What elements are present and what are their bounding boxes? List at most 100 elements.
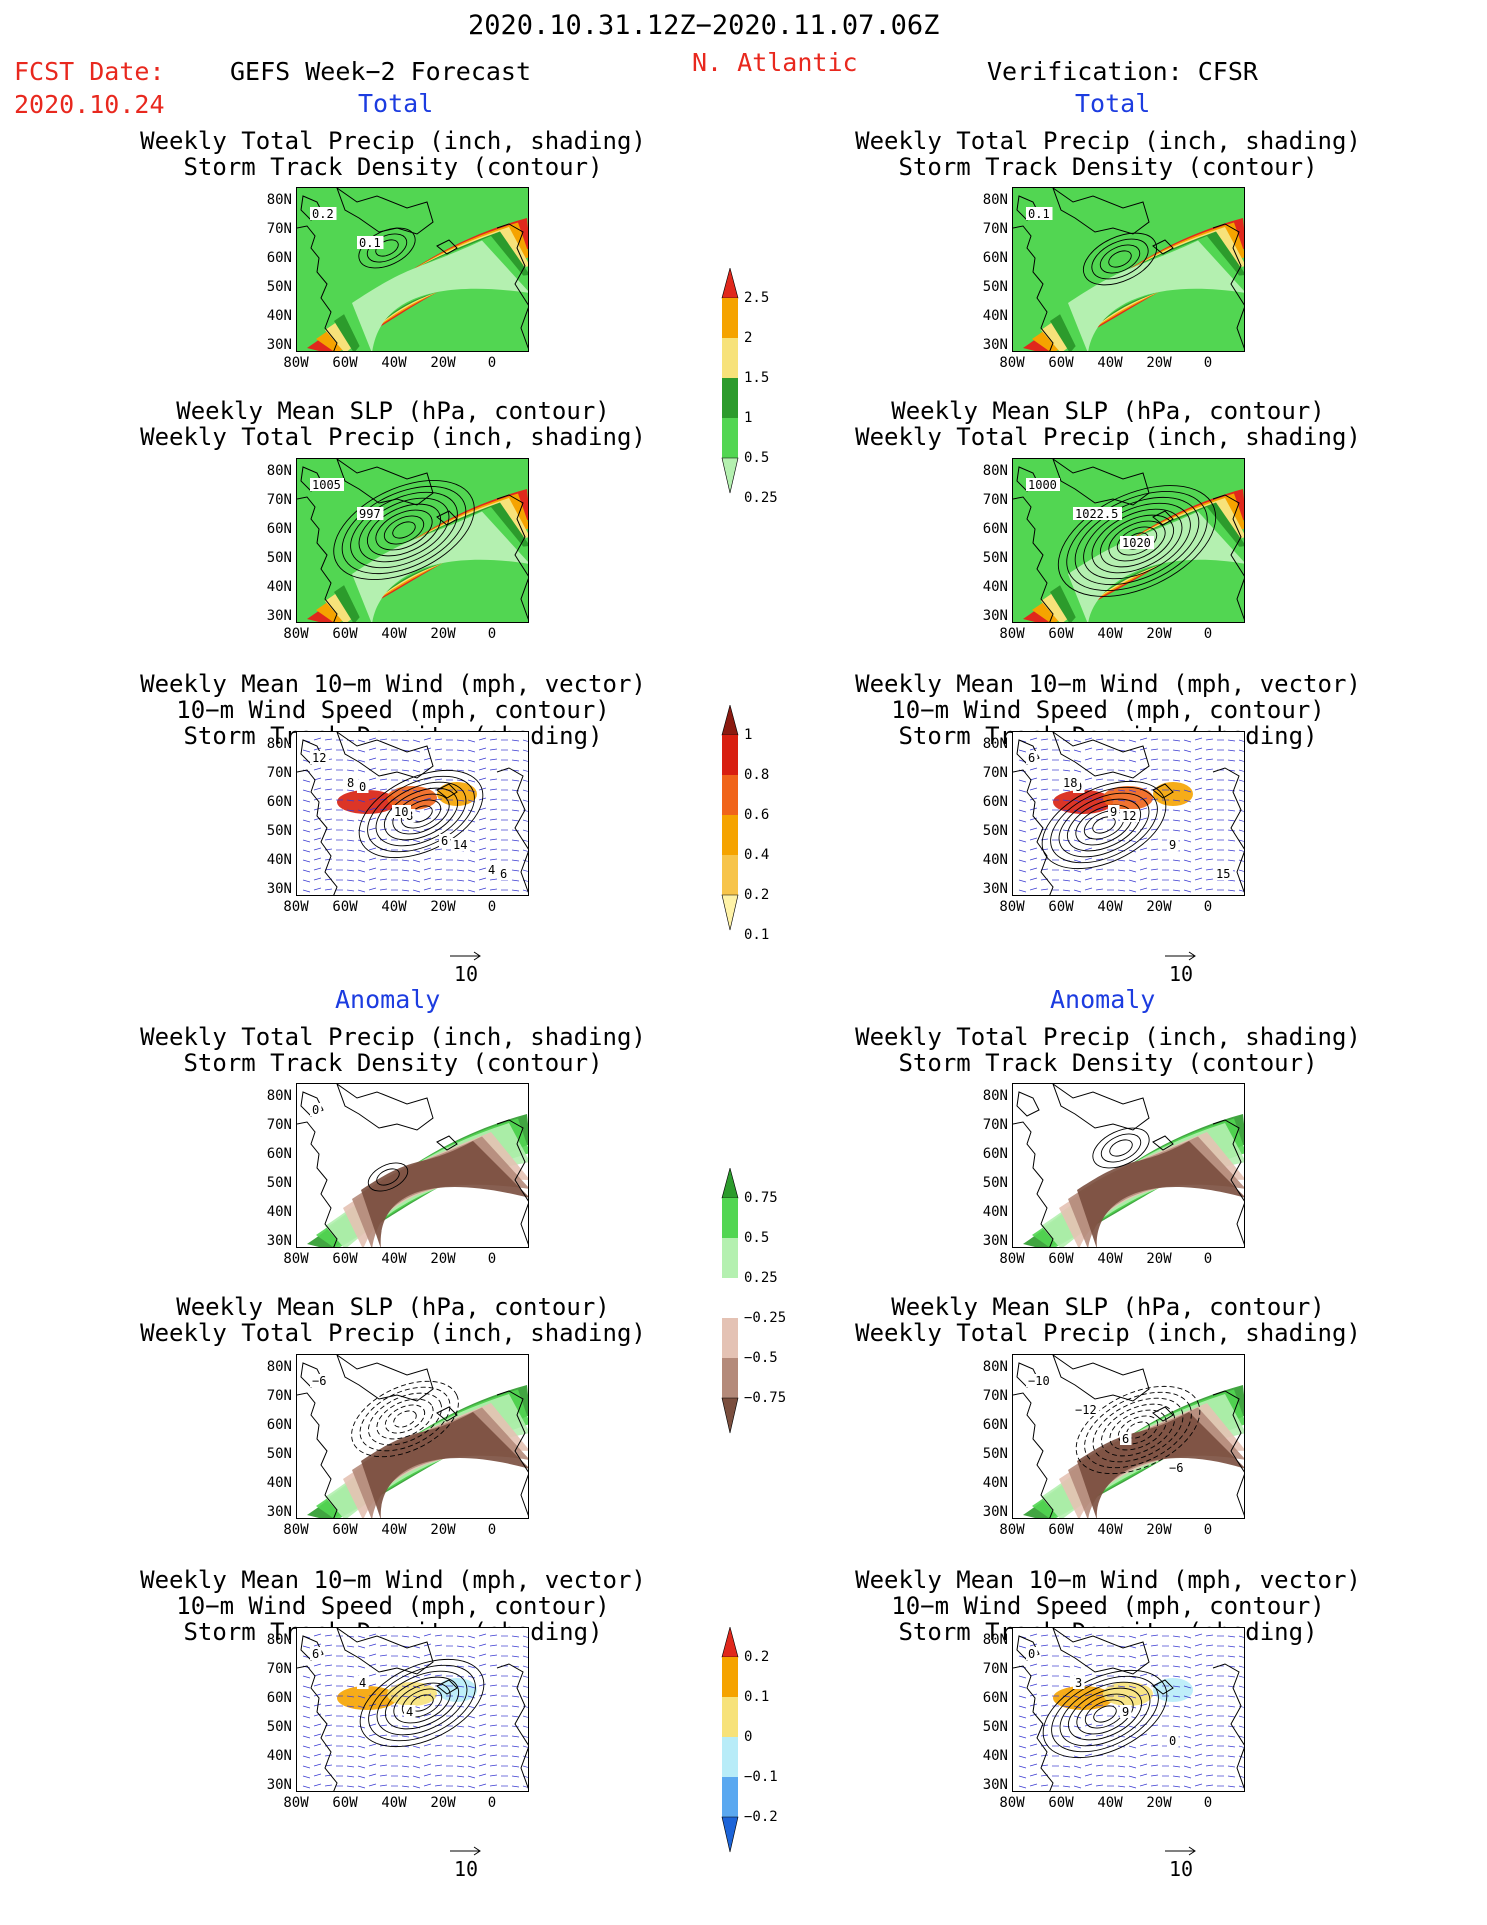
- section-total-left: Total: [358, 89, 434, 118]
- lat-tick-label: 50N: [982, 1446, 1008, 1462]
- section-anomaly-right: Anomaly: [1050, 985, 1156, 1014]
- lon-tick-label: 60W: [1048, 355, 1074, 371]
- contour-labels: 6912915189: [1026, 751, 1233, 881]
- lon-tick-label: 0: [487, 1251, 497, 1267]
- colorbar-track-anom: [721, 1627, 739, 1853]
- contour-label: 0: [1169, 1734, 1176, 1748]
- lon-tick-label: 20W: [1146, 1522, 1172, 1538]
- precip-shading: [1023, 218, 1244, 351]
- lat-tick-label: 50N: [982, 279, 1008, 295]
- lon-tick-label: 0: [1203, 1522, 1213, 1538]
- contour-lines: [1092, 1127, 1150, 1169]
- contour-label-box: [404, 1705, 416, 1718]
- lon-tick-label: 60W: [332, 1795, 358, 1811]
- lon-tick-label: 80W: [999, 1795, 1025, 1811]
- cfsr-slp-precip-anomaly-map: −10 −12 6 −6: [1012, 1354, 1245, 1519]
- contour-lines: [367, 1162, 409, 1192]
- lat-tick-label: 70N: [266, 765, 292, 781]
- lon-tick-label: 40W: [1097, 1522, 1123, 1538]
- contour-label: 6: [500, 867, 507, 881]
- contour-label: −6: [312, 1374, 326, 1388]
- contour-label-box: [310, 478, 344, 491]
- contour-label: 0: [359, 780, 366, 794]
- colorbar-tick-label: 2.5: [744, 290, 770, 306]
- contour-label-box: [1073, 1403, 1100, 1416]
- lat-tick-label: 60N: [266, 521, 292, 537]
- lon-tick-label: 40W: [381, 1795, 407, 1811]
- lat-tick-label: 50N: [982, 1719, 1008, 1735]
- date-range: 2020.10.31.12Z−2020.11.07.06Z: [468, 10, 940, 41]
- colorbar-track: [721, 705, 739, 931]
- cfsr-precip-track-anomaly-map: [1012, 1083, 1245, 1248]
- panel-title: Weekly Total Precip (inch, shading) Storm…: [855, 1023, 1361, 1077]
- lat-tick-label: 30N: [266, 881, 292, 897]
- lat-tick-label: 70N: [982, 492, 1008, 508]
- lon-tick-label: 20W: [1146, 899, 1172, 915]
- lat-tick-label: 30N: [982, 1777, 1008, 1793]
- lon-tick-label: 20W: [430, 1795, 456, 1811]
- forecast-title: GEFS Week−2 Forecast: [230, 57, 532, 86]
- lon-tick-label: 80W: [283, 355, 309, 371]
- contour-labels: 1000 1022.5 1020: [1026, 478, 1154, 550]
- lon-tick-label: 40W: [381, 626, 407, 642]
- panel-title: Weekly Mean SLP (hPa, contour) Weekly Tot…: [855, 1293, 1361, 1347]
- lat-tick-label: 70N: [266, 1388, 292, 1404]
- verification-title: Verification: CFSR: [987, 57, 1258, 86]
- colorbar-tick-label: 0.8: [744, 767, 770, 783]
- colorbar-precip: [721, 268, 739, 494]
- colorbar-tick-label: −0.1: [744, 1769, 778, 1785]
- panel-title: Weekly Mean SLP (hPa, contour) Weekly Tot…: [855, 397, 1361, 451]
- colorbar-tick-label: −0.5: [744, 1350, 778, 1366]
- contour-label: 4: [488, 863, 495, 877]
- gefs-wind-track-anomaly-map: 6 4 4: [296, 1627, 529, 1792]
- coastline: [297, 459, 528, 622]
- lat-tick-label: 80N: [982, 1632, 1008, 1648]
- lat-tick-label: 70N: [266, 1661, 292, 1677]
- lon-tick-label: 0: [1203, 626, 1213, 642]
- lon-tick-label: 60W: [1048, 899, 1074, 915]
- lon-tick-label: 40W: [1097, 626, 1123, 642]
- lat-tick-label: 50N: [982, 1175, 1008, 1191]
- lat-tick-label: 60N: [982, 794, 1008, 810]
- lat-tick-label: 70N: [266, 1117, 292, 1133]
- lon-tick-label: 0: [487, 1795, 497, 1811]
- lon-tick-label: 40W: [1097, 1251, 1123, 1267]
- coastline: [297, 1355, 528, 1518]
- colorbar-tick-label: 0.2: [744, 1649, 770, 1665]
- contour-label-box: [357, 236, 384, 249]
- lat-tick-label: 40N: [982, 308, 1008, 324]
- contour-label: 14: [453, 838, 467, 852]
- contour-label-box: [392, 805, 411, 818]
- contour-label-box: [1026, 751, 1038, 764]
- fcst-date: 2020.10.24: [14, 90, 165, 119]
- lat-tick-label: 60N: [266, 1417, 292, 1433]
- lat-tick-label: 30N: [982, 881, 1008, 897]
- contour-label-box: [486, 863, 498, 876]
- fcst-label: FCST Date:: [14, 57, 165, 86]
- lon-tick-label: 20W: [430, 355, 456, 371]
- lat-tick-label: 80N: [266, 1359, 292, 1375]
- lon-tick-label: 80W: [283, 1795, 309, 1811]
- lon-tick-label: 80W: [999, 355, 1025, 371]
- lat-tick-label: 30N: [266, 608, 292, 624]
- contour-label-box: [310, 1374, 329, 1387]
- lat-tick-label: 50N: [266, 1175, 292, 1191]
- lon-tick-label: 20W: [430, 1251, 456, 1267]
- contour-label-box: [1167, 838, 1179, 851]
- panel-title: Weekly Total Precip (inch, shading) Storm…: [140, 1023, 646, 1077]
- panel-title: Weekly Mean 10−m Wind (mph, vector) 10−m …: [140, 670, 646, 750]
- lat-tick-label: 40N: [982, 852, 1008, 868]
- contour-label: 9: [1122, 1705, 1129, 1719]
- lat-tick-label: 40N: [982, 1748, 1008, 1764]
- contour-label-box: [357, 507, 384, 520]
- contour-label-box: [1073, 1676, 1085, 1689]
- lat-tick-label: 50N: [266, 1719, 292, 1735]
- contour-label-box: [498, 867, 510, 880]
- contour-label-box: [1167, 1461, 1186, 1474]
- lat-tick-label: 80N: [266, 736, 292, 752]
- gefs-precip-track-anomaly-map: 0: [296, 1083, 529, 1248]
- lon-tick-label: 60W: [332, 355, 358, 371]
- contour-label: 4: [406, 1705, 413, 1719]
- lon-tick-label: 40W: [1097, 1795, 1123, 1811]
- lon-tick-label: 40W: [381, 1251, 407, 1267]
